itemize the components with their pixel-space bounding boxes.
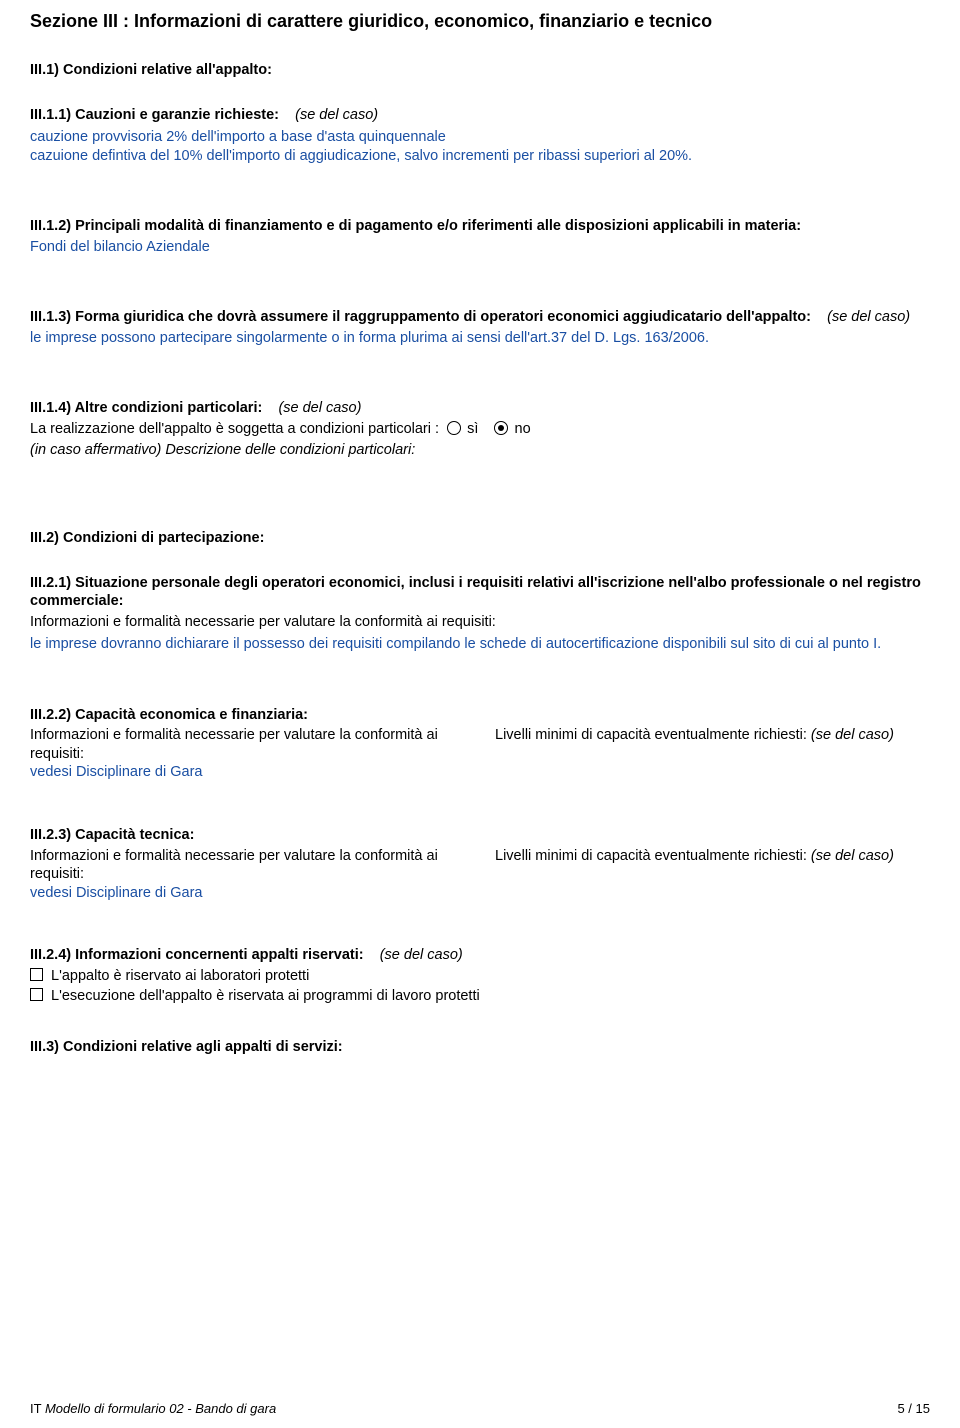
opt2-3-2-4: L'esecuzione dell'appalto è riservata ai… [51, 988, 480, 1004]
hint-3-2-4: (se del caso) [380, 947, 463, 963]
label-3-2-4: III.2.4) Informazioni concernenti appalt… [30, 947, 364, 963]
label-3-2-1: III.2.1) Situazione personale degli oper… [30, 574, 930, 611]
body-3-1-1: cauzione provvisoria 2% dell'importo a b… [30, 128, 930, 165]
hint-3-1-4: (se del caso) [278, 400, 361, 416]
hint-3-1-3: (se del caso) [827, 309, 910, 325]
label-3-1-4: III.1.4) Altre condizioni particolari: [30, 400, 262, 416]
page-footer: IT Modello di formulario 02 - Bando di g… [30, 1401, 930, 1418]
hint-3-1-1: (se del caso) [295, 107, 378, 123]
checkbox-riservato-prog[interactable] [30, 988, 43, 1001]
left1-3-2-2: Informazioni e formalità necessarie per … [30, 726, 465, 763]
label-3-1-1: III.1.1) Cauzioni e garanzie richieste: [30, 107, 279, 123]
right1-3-2-3: Livelli minimi di capacità eventualmente… [495, 848, 807, 864]
checkbox-riservato-lab[interactable] [30, 968, 43, 981]
heading-3-2: III.2) Condizioni di partecipazione: [30, 530, 264, 546]
label-3-2-2: III.2.2) Capacità economica e finanziari… [30, 706, 930, 725]
subline-3-2-1: Informazioni e formalità necessarie per … [30, 613, 930, 632]
radio-no-label: no [515, 421, 531, 437]
right1hint-3-2-2: (se del caso) [811, 727, 894, 743]
line2-3-1-4: (in caso affermativo) Descrizione delle … [30, 441, 930, 460]
label-3-2-3: III.2.3) Capacità tecnica: [30, 826, 930, 845]
right1-3-2-2: Livelli minimi di capacità eventualmente… [495, 727, 807, 743]
radio-no[interactable] [494, 421, 508, 435]
line-3-1-4: La realizzazione dell'appalto è soggetta… [30, 421, 439, 437]
left1-3-2-3: Informazioni e formalità necessarie per … [30, 847, 465, 884]
opt1-3-2-4: L'appalto è riservato ai laboratori prot… [51, 968, 309, 984]
body-3-1-2: Fondi del bilancio Aziendale [30, 238, 930, 257]
body-3-2-1: le imprese dovranno dichiarare il posses… [30, 635, 930, 654]
label-3-1-3: III.1.3) Forma giuridica che dovrà assum… [30, 309, 811, 325]
radio-yes[interactable] [447, 421, 461, 435]
body-3-1-3: le imprese possono partecipare singolarm… [30, 329, 930, 348]
label-3-1-2: III.1.2) Principali modalità di finanzia… [30, 217, 930, 236]
radio-yes-label: sì [467, 421, 478, 437]
heading-3-1: III.1) Condizioni relative all'appalto: [30, 62, 272, 78]
heading-3-3: III.3) Condizioni relative agli appalti … [30, 1039, 343, 1055]
section-title: Sezione III : Informazioni di carattere … [30, 10, 930, 33]
left2-3-2-3: vedesi Disciplinare di Gara [30, 884, 465, 903]
footer-left-italic: Modello di formulario 02 - Bando di gara [45, 1401, 276, 1416]
footer-page-number: 5 / 15 [897, 1401, 930, 1418]
right1hint-3-2-3: (se del caso) [811, 848, 894, 864]
left2-3-2-2: vedesi Disciplinare di Gara [30, 763, 465, 782]
footer-left-prefix: IT [30, 1401, 45, 1416]
